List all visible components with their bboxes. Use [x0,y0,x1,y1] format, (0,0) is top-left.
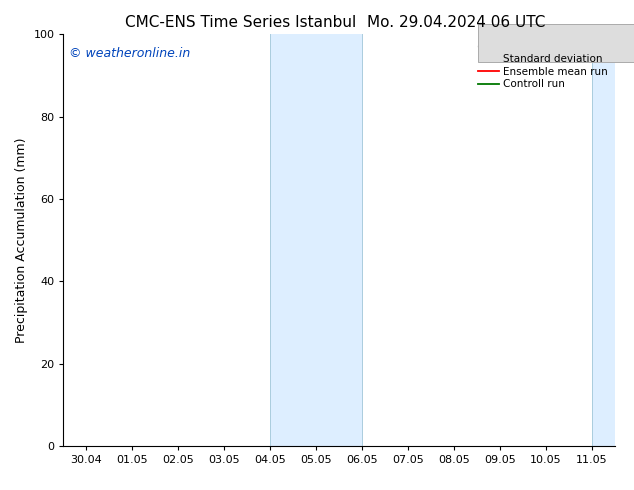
Bar [270,34,362,446]
Text: CMC-ENS Time Series Istanbul: CMC-ENS Time Series Istanbul [126,15,356,30]
Legend: min/max, Standard deviation, Ensemble mean run, Controll run: min/max, Standard deviation, Ensemble me… [474,37,612,94]
Bar [592,34,615,446]
Text: Mo. 29.04.2024 06 UTC: Mo. 29.04.2024 06 UTC [367,15,546,30]
Text: © weatheronline.in: © weatheronline.in [69,47,190,60]
Y-axis label: Precipitation Accumulation (mm): Precipitation Accumulation (mm) [15,137,28,343]
